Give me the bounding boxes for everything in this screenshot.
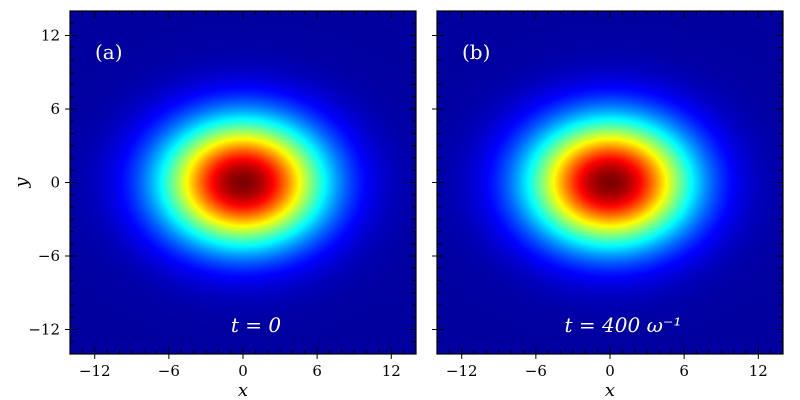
- x-tick-label: 6: [679, 362, 689, 380]
- panel-label: (a): [95, 40, 123, 64]
- y-tick-label: 0: [50, 174, 60, 192]
- x-axis-label: x: [605, 380, 615, 400]
- panel-a: −12 −6 0 6 12 −12 −6 0 6 12 x y (a) t = 0: [11, 10, 417, 400]
- density-heatmap: [437, 11, 783, 354]
- density-heatmap: [70, 11, 416, 354]
- x-tick-label: 0: [605, 362, 615, 380]
- ticks: [432, 11, 783, 359]
- panel-label: (b): [462, 40, 490, 64]
- x-axis-label: x: [238, 380, 248, 400]
- x-tick-label: 0: [238, 362, 248, 380]
- x-tick-label: −6: [525, 362, 547, 380]
- y-tick-label: 12: [41, 27, 60, 45]
- y-tick-label: 6: [50, 100, 60, 118]
- y-tick-label: −6: [38, 247, 60, 265]
- y-tick-label: −12: [28, 321, 60, 339]
- x-tick-label: 12: [749, 362, 768, 380]
- x-tick-label: 12: [382, 362, 401, 380]
- x-tick-label: 6: [312, 362, 322, 380]
- ticks: [65, 11, 416, 359]
- y-axis-label: y: [11, 177, 32, 189]
- time-annotation: t = 400 ω⁻¹: [565, 313, 682, 337]
- x-tick-label: −12: [446, 362, 478, 380]
- time-annotation: t = 0: [231, 313, 282, 337]
- x-tick-label: −12: [79, 362, 111, 380]
- x-tick-label: −6: [158, 362, 180, 380]
- panel-b: −12 −6 0 6 12 x (b) t = 400 ω⁻¹: [432, 10, 784, 400]
